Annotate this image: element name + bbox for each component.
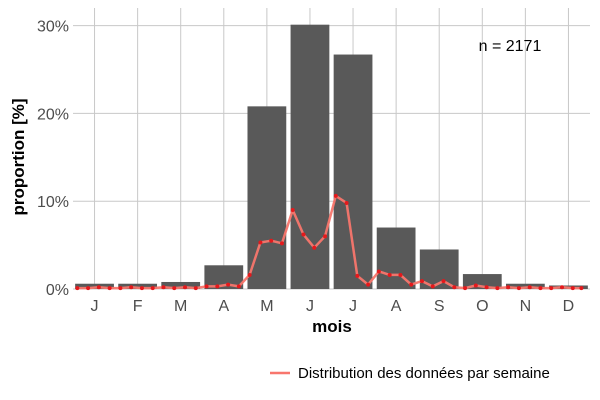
x-tick-label: J [91,298,99,315]
weekly-point [473,283,478,288]
weekly-point [172,286,177,291]
weekly-point [129,285,134,290]
weekly-point [366,282,371,287]
x-axis-title: mois [312,317,352,336]
weekly-point [559,285,564,290]
weekly-point [579,286,584,291]
weekly-point [409,282,414,287]
bar [204,265,244,289]
x-tick-label: M [260,298,273,315]
weekly-point [516,286,521,291]
weekly-point [247,272,252,277]
weekly-point [333,193,338,198]
weekly-point [269,238,274,243]
weekly-point [549,286,554,291]
bar [290,24,330,289]
weekly-point [452,285,457,290]
bar [376,227,416,289]
weekly-point [75,286,80,291]
weekly-point [323,234,328,239]
bar-series [75,24,588,290]
weekly-point [183,285,188,290]
x-tick-label: A [218,298,229,315]
sample-size-annotation: n = 2171 [479,38,542,55]
x-tick-label: F [133,298,143,315]
weekly-point [387,272,392,277]
weekly-point [441,279,446,284]
weekly-point [355,273,360,278]
weekly-point [86,286,91,291]
weekly-point [107,286,112,291]
weekly-point [398,272,403,277]
weekly-point [430,284,435,289]
x-tick-label: O [476,298,488,315]
y-axis-title: proportion [%] [9,98,28,215]
weekly-point [139,286,144,291]
weekly-point [150,286,155,291]
y-tick-label: 10% [37,194,69,211]
weekly-line-series [75,193,584,291]
legend: Distribution des données par semaine [270,365,550,382]
x-tick-label: J [349,298,357,315]
weekly-point [118,286,123,291]
x-tick-label: J [306,298,314,315]
weekly-line [77,194,582,290]
legend-label: Distribution des données par semaine [298,365,550,382]
weekly-point [193,286,198,291]
weekly-point [419,279,424,284]
y-tick-label: 0% [46,282,69,299]
bar [118,283,158,289]
bar [161,281,201,289]
weekly-point [96,285,101,290]
weekly-point [527,285,532,290]
x-tick-label: A [391,298,402,315]
weekly-point [290,207,295,212]
weekly-point [463,286,468,291]
x-tick-label: M [174,298,187,315]
weekly-point [570,286,575,291]
weekly-point [538,286,543,291]
weekly-point [204,284,209,289]
weekly-point [236,284,241,289]
weekly-point [344,200,349,205]
x-tick-label: N [520,298,532,315]
weekly-point [495,286,500,291]
weekly-point [376,269,381,274]
weekly-point [312,245,317,250]
y-tick-label: 20% [37,106,69,123]
y-tick-label: 30% [37,19,69,36]
weekly-point [484,285,489,290]
weekly-point [258,240,263,245]
weekly-point [161,285,166,290]
weekly-point [301,232,306,237]
weekly-point [506,285,511,290]
x-tick-label: S [434,298,445,315]
y-axis-ticks: 0% 10% 20% 30% [37,19,69,299]
weekly-point [215,284,220,289]
x-tick-label: D [563,298,575,315]
weekly-point [279,241,284,246]
weekly-point [226,282,231,287]
